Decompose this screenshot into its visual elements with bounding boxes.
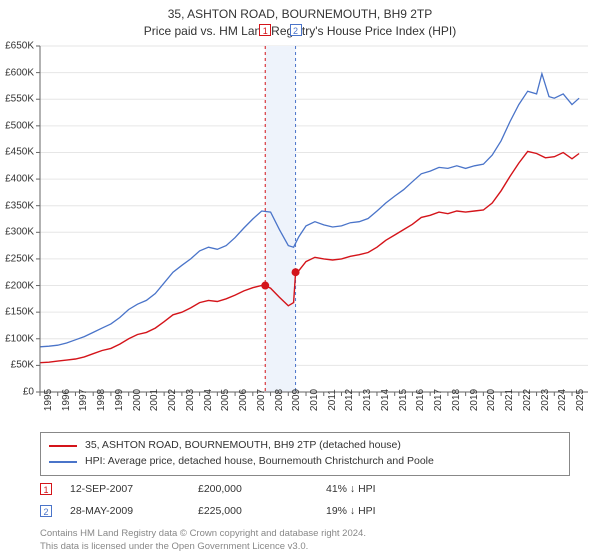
x-tick-label: 2025: [575, 389, 586, 411]
house-price-chart: { "title_line1": "35, ASHTON ROAD, BOURN…: [0, 0, 600, 560]
y-tick-label: £200K: [0, 280, 34, 291]
sale-date: 12-SEP-2007: [70, 483, 180, 495]
sale-delta: 41% ↓ HPI: [326, 483, 436, 495]
x-tick-label: 2016: [415, 389, 426, 411]
footer-line-1: Contains HM Land Registry data © Crown c…: [40, 528, 570, 541]
footer-attribution: Contains HM Land Registry data © Crown c…: [40, 528, 570, 554]
x-tick-label: 2020: [486, 389, 497, 411]
x-tick-label: 2023: [540, 389, 551, 411]
footer-line-2: This data is licensed under the Open Gov…: [40, 541, 570, 554]
y-tick-label: £350K: [0, 200, 34, 211]
legend-box: 35, ASHTON ROAD, BOURNEMOUTH, BH9 2TP (d…: [40, 432, 570, 476]
x-tick-label: 2009: [291, 389, 302, 411]
legend-swatch: [49, 445, 77, 447]
legend-label: HPI: Average price, detached house, Bour…: [85, 454, 434, 470]
y-tick-label: £550K: [0, 94, 34, 105]
sale-marker-box: 2: [290, 24, 302, 36]
legend-label: 35, ASHTON ROAD, BOURNEMOUTH, BH9 2TP (d…: [85, 438, 401, 454]
y-tick-label: £100K: [0, 333, 34, 344]
x-tick-label: 1995: [43, 389, 54, 411]
x-tick-label: 2005: [220, 389, 231, 411]
x-tick-label: 2010: [309, 389, 320, 411]
x-tick-label: 2014: [380, 389, 391, 411]
sale-row: 1 12-SEP-2007 £200,000 41% ↓ HPI: [40, 478, 570, 500]
x-tick-label: 1996: [61, 389, 72, 411]
sale-marker-box: 1: [259, 24, 271, 36]
title-line-1: 35, ASHTON ROAD, BOURNEMOUTH, BH9 2TP: [0, 6, 600, 23]
x-tick-label: 2021: [504, 389, 515, 411]
x-tick-label: 2012: [344, 389, 355, 411]
x-tick-label: 2017: [433, 389, 444, 411]
x-tick-label: 2006: [238, 389, 249, 411]
y-tick-label: £50K: [0, 360, 34, 371]
x-tick-label: 1997: [78, 389, 89, 411]
x-tick-label: 2008: [274, 389, 285, 411]
x-tick-label: 2015: [398, 389, 409, 411]
sale-row: 2 28-MAY-2009 £225,000 19% ↓ HPI: [40, 500, 570, 522]
chart-area: £0£50K£100K£150K£200K£250K£300K£350K£400…: [40, 46, 588, 392]
sales-table: 1 12-SEP-2007 £200,000 41% ↓ HPI 2 28-MAY-200…: [40, 478, 570, 522]
y-tick-label: £450K: [0, 147, 34, 158]
x-tick-label: 2022: [522, 389, 533, 411]
x-tick-label: 2004: [203, 389, 214, 411]
legend-row: HPI: Average price, detached house, Bour…: [49, 454, 561, 470]
sale-price: £200,000: [198, 483, 308, 495]
x-tick-label: 1999: [114, 389, 125, 411]
x-tick-label: 2013: [362, 389, 373, 411]
x-tick-label: 2019: [469, 389, 480, 411]
x-tick-label: 2007: [256, 389, 267, 411]
x-tick-label: 2001: [149, 389, 160, 411]
y-tick-label: £600K: [0, 67, 34, 78]
x-tick-label: 1998: [96, 389, 107, 411]
sale-date: 28-MAY-2009: [70, 505, 180, 517]
x-tick-label: 2000: [132, 389, 143, 411]
x-tick-label: 2011: [327, 389, 338, 411]
legend-swatch: [49, 461, 77, 463]
sale-number-box: 1: [40, 483, 52, 495]
y-tick-label: £150K: [0, 307, 34, 318]
plot-svg: [40, 46, 588, 392]
sale-delta: 19% ↓ HPI: [326, 505, 436, 517]
x-tick-label: 2002: [167, 389, 178, 411]
x-tick-label: 2003: [185, 389, 196, 411]
y-tick-label: £0: [0, 387, 34, 398]
y-tick-label: £650K: [0, 41, 34, 52]
sale-number-box: 2: [40, 505, 52, 517]
legend-row: 35, ASHTON ROAD, BOURNEMOUTH, BH9 2TP (d…: [49, 438, 561, 454]
x-tick-label: 2024: [557, 389, 568, 411]
sale-price: £225,000: [198, 505, 308, 517]
y-tick-label: £300K: [0, 227, 34, 238]
y-tick-label: £400K: [0, 174, 34, 185]
x-tick-label: 2018: [451, 389, 462, 411]
y-tick-label: £500K: [0, 120, 34, 131]
y-tick-label: £250K: [0, 253, 34, 264]
